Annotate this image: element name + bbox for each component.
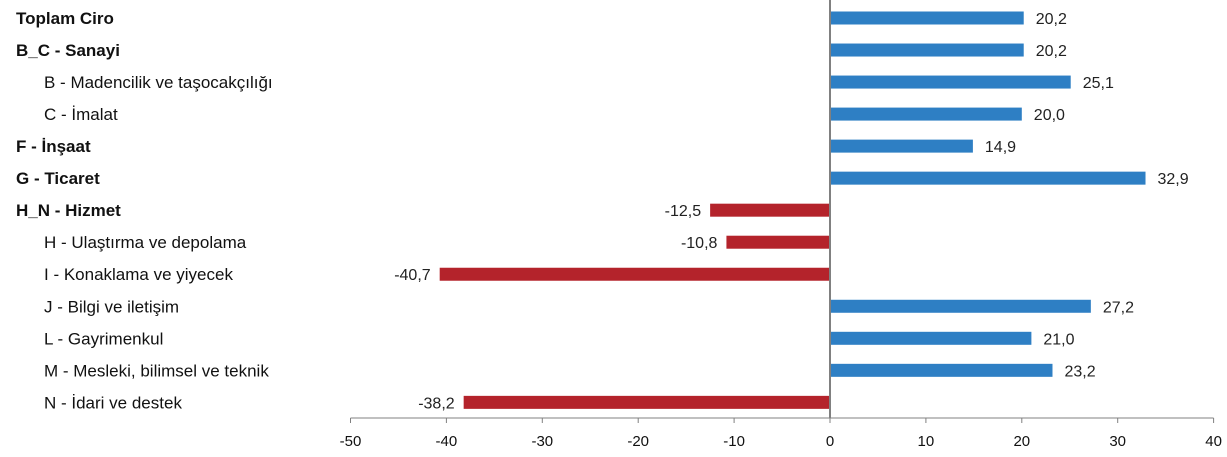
- bar: [830, 171, 1146, 185]
- value-label: 32,9: [1158, 171, 1189, 188]
- category-label: J - Bilgi ve iletişim: [44, 297, 179, 316]
- bar: [830, 139, 973, 153]
- bar: [726, 235, 830, 249]
- value-label: -12,5: [665, 203, 702, 220]
- bar: [830, 331, 1032, 345]
- bar: [830, 299, 1091, 313]
- bar: [830, 11, 1024, 25]
- value-label: -38,2: [418, 395, 455, 412]
- category-label: C - İmalat: [44, 105, 118, 124]
- value-label: 20,0: [1034, 107, 1065, 124]
- value-label: 25,1: [1083, 75, 1114, 92]
- x-tick-label: -30: [531, 433, 553, 450]
- category-label: F - İnşaat: [16, 137, 91, 156]
- category-label: Toplam Ciro: [16, 9, 114, 28]
- value-labels: 20,2 20,2 25,1 20,0 14,9 32,9 -12,5 -10,8 -40,7 2…: [394, 11, 1189, 412]
- category-label: B_C - Sanayi: [16, 41, 120, 60]
- value-label: 20,2: [1036, 11, 1067, 28]
- x-tick-label: -50: [340, 433, 362, 450]
- x-tick-label: 0: [826, 433, 834, 450]
- value-label: -40,7: [394, 267, 431, 284]
- value-label: 20,2: [1036, 43, 1067, 60]
- bar: [830, 43, 1024, 57]
- value-label: 23,2: [1064, 363, 1095, 380]
- value-label: 27,2: [1103, 299, 1134, 316]
- x-tick-label: 40: [1205, 433, 1222, 450]
- value-label: -10,8: [681, 235, 718, 252]
- bar: [439, 267, 830, 281]
- bar: [463, 395, 830, 409]
- x-tick-label: 10: [918, 433, 935, 450]
- category-label: M - Mesleki, bilimsel ve teknik: [44, 361, 269, 380]
- value-label: 21,0: [1043, 331, 1074, 348]
- bar: [710, 203, 830, 217]
- x-tick-label: 20: [1013, 433, 1030, 450]
- x-tick-label: 30: [1109, 433, 1126, 450]
- bar: [830, 363, 1053, 377]
- category-label: H_N - Hizmet: [16, 201, 121, 220]
- bar: [830, 75, 1071, 89]
- category-labels: Toplam Ciro B_C - Sanayi B - Madencilik ve…: [16, 9, 273, 412]
- x-axis-ticks: -50 -40 -30 -20 -10 0 10 20 30 40: [340, 418, 1222, 450]
- category-label: L - Gayrimenkul: [44, 329, 163, 348]
- value-label: 14,9: [985, 139, 1016, 156]
- x-tick-label: -20: [627, 433, 649, 450]
- x-tick-label: -10: [723, 433, 745, 450]
- bars: [439, 11, 1146, 409]
- category-label: H - Ulaştırma ve depolama: [44, 233, 247, 252]
- category-label: G - Ticaret: [16, 169, 100, 188]
- category-label: I - Konaklama ve yiyecek: [44, 265, 233, 284]
- category-label: N - İdari ve destek: [44, 393, 182, 412]
- bar: [830, 107, 1022, 121]
- category-label: B - Madencilik ve taşocakçılığı: [44, 73, 273, 92]
- x-tick-label: -40: [436, 433, 458, 450]
